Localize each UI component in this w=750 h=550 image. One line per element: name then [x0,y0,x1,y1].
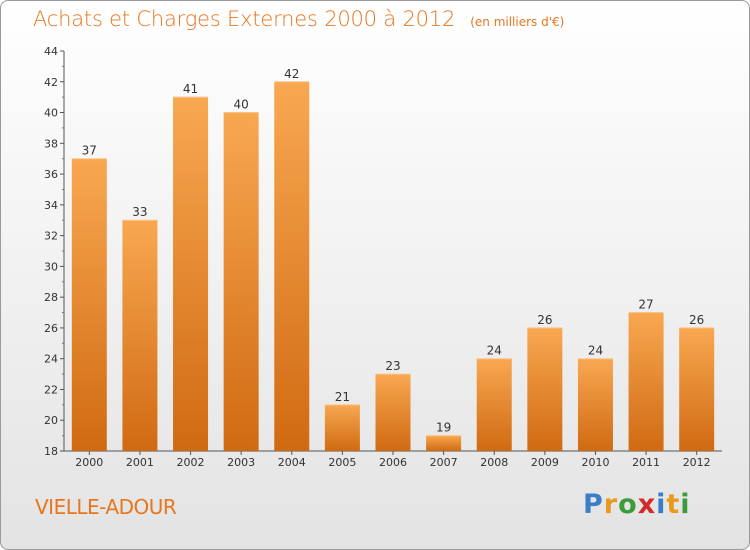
bar-value-label: 24 [588,344,603,358]
bar-value-label: 27 [638,298,653,312]
y-tick-label: 32 [44,230,58,243]
x-tick-label: 2007 [430,456,458,469]
x-tick-label: 2002 [177,456,205,469]
bar-value-label: 33 [132,205,147,219]
bar-2001 [122,220,158,451]
x-tick-label: 2009 [531,456,559,469]
bar-value-label: 23 [385,359,400,373]
x-tick-label: 2000 [75,456,103,469]
logo-letter: t [666,489,681,520]
bar-value-label: 26 [537,313,552,327]
bar-value-label: 42 [284,67,299,81]
bar-value-label: 26 [689,313,704,327]
bars: 37 33 41 40 42 21 23 19 24 26 24 27 26 [71,67,715,452]
y-tick-label: 20 [44,414,58,427]
y-tick-label: 28 [44,291,58,304]
y-tick-label: 30 [44,260,58,273]
y-tick-label: 42 [44,76,58,89]
x-tick-label: 2001 [126,456,154,469]
y-tick-label: 18 [44,445,58,458]
chart-title: Achats et Charges Externes 2000 à 2012 [33,7,456,31]
x-tick-label: 2012 [683,456,711,469]
bar-2006 [375,374,411,451]
bar-value-label: 41 [183,82,198,96]
bar-value-label: 37 [82,144,97,158]
bar-2003 [223,112,259,452]
bar-2004 [274,81,310,452]
x-tick-label: 2006 [379,456,407,469]
chart-subtitle: (en milliers d'€) [470,15,565,29]
commune-name: VIELLE-ADOUR [35,495,177,519]
logo-letter: x [637,489,657,520]
bar-2000 [71,158,107,451]
x-tick-label: 2003 [227,456,255,469]
x-tick-label: 2004 [278,456,306,469]
bar-2012 [679,327,715,451]
bar-2002 [173,97,209,452]
bar-value-label: 24 [487,344,502,358]
y-tick-label: 36 [44,168,58,181]
logo-letter: i [656,489,667,520]
bar-2011 [628,312,664,451]
bar-value-label: 21 [335,390,350,404]
y-tick-label: 44 [44,45,58,58]
axes: 18 20 22 24 26 28 30 32 34 36 38 40 42 44 2000 2001 2002… [44,45,722,469]
bar-value-label: 40 [234,98,249,112]
logo-letter: P [583,489,604,520]
y-tick-label: 24 [44,353,58,366]
x-tick-label: 2008 [480,456,508,469]
y-tick-label: 40 [44,107,58,120]
x-tick-label: 2010 [581,456,609,469]
proxiti-logo: Proxiti [583,489,691,520]
logo-letter: o [618,489,638,520]
x-tick-label: 2005 [328,456,356,469]
y-tick-label: 38 [44,137,58,150]
bar-2005 [324,404,360,451]
logo-letter: i [680,489,691,520]
y-tick-label: 22 [44,383,58,396]
title-row: Achats et Charges Externes 2000 à 2012 (… [33,7,564,31]
y-tick-label: 34 [44,199,58,212]
bar-2010 [577,358,613,451]
x-tick-label: 2011 [632,456,660,469]
bar-2007 [426,435,462,451]
bar-2008 [476,358,512,451]
bar-2009 [527,327,563,451]
y-tick-label: 26 [44,322,58,335]
logo-letter: r [603,489,619,520]
bar-value-label: 19 [436,421,451,435]
